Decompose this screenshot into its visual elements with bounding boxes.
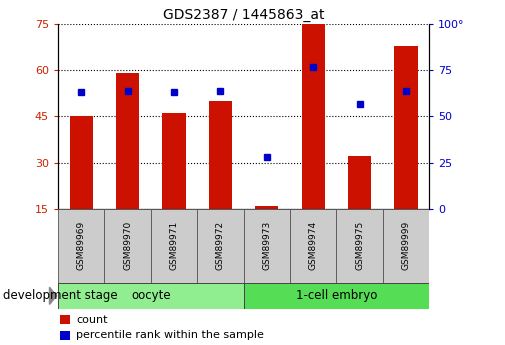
Bar [197, 209, 243, 285]
Bar [255, 206, 278, 209]
Text: percentile rank within the sample: percentile rank within the sample [76, 331, 264, 341]
Bar [336, 209, 383, 285]
Bar [209, 101, 232, 209]
Text: count: count [76, 315, 108, 325]
Bar [60, 331, 70, 340]
Text: GSM89974: GSM89974 [309, 220, 318, 270]
Bar [394, 46, 418, 209]
Text: GSM89972: GSM89972 [216, 220, 225, 270]
Bar [383, 209, 429, 285]
Text: GSM89971: GSM89971 [170, 220, 179, 270]
Bar [58, 283, 244, 309]
Bar [60, 315, 70, 324]
Text: development stage: development stage [3, 289, 117, 302]
Text: GSM89973: GSM89973 [263, 220, 271, 270]
Text: GSM89969: GSM89969 [77, 220, 86, 270]
Bar [301, 24, 325, 209]
Bar [243, 283, 429, 309]
Text: oocyte: oocyte [131, 289, 171, 302]
Text: GSM89970: GSM89970 [123, 220, 132, 270]
Bar [243, 209, 290, 285]
Text: GSM89975: GSM89975 [355, 220, 364, 270]
Bar [70, 117, 93, 209]
Title: GDS2387 / 1445863_at: GDS2387 / 1445863_at [163, 8, 324, 22]
Bar [290, 209, 336, 285]
Polygon shape [49, 287, 57, 305]
Bar [163, 114, 186, 209]
Text: GSM89999: GSM89999 [401, 220, 411, 270]
Text: 1-cell embryo: 1-cell embryo [296, 289, 377, 302]
Bar [116, 73, 139, 209]
Bar [105, 209, 151, 285]
Bar [58, 209, 105, 285]
Bar [348, 156, 371, 209]
Bar [151, 209, 197, 285]
